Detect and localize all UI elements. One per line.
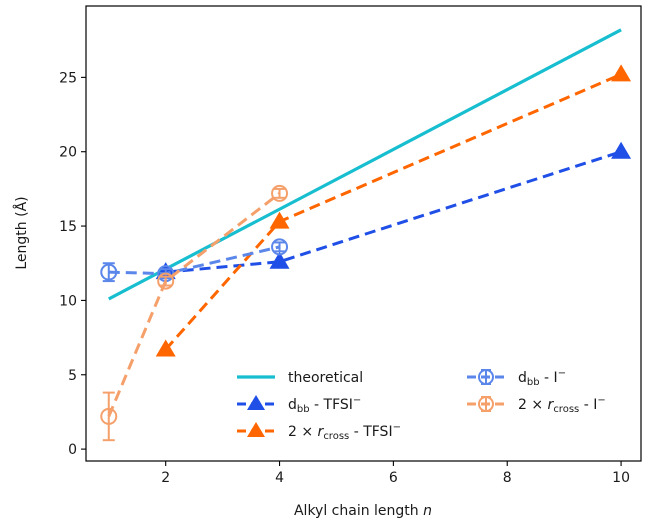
axes: 2 4 6 8 10 0 5 10 15 20 25 [59, 70, 630, 486]
svg-text:dbb - I−: dbb - I− [518, 368, 566, 388]
y-tick-label: 10 [59, 293, 77, 309]
legend: theoretical dbb - TFSI− 2 × rcross - TFS… [237, 368, 606, 442]
series-line [165, 150, 622, 274]
series-4 [100, 184, 289, 442]
y-tick-label: 15 [59, 219, 77, 235]
x-tick-label: 2 [161, 470, 170, 486]
legend-entry-rcross-tfsi: 2 × rcross - TFSI− [237, 422, 401, 442]
series-line [108, 28, 622, 301]
data-point [100, 407, 118, 425]
svg-text:theoretical: theoretical [288, 370, 363, 386]
x-axis-label: Alkyl chain length n [294, 503, 432, 519]
y-axis-label: Length (Å) [13, 196, 30, 269]
legend-entry-dbb-i: dbb - I− [467, 368, 566, 388]
svg-text:2 × rcross - TFSI−: 2 × rcross - TFSI− [288, 422, 401, 442]
series-line [164, 73, 622, 351]
data-point [269, 251, 290, 269]
x-tick-label: 10 [612, 470, 630, 486]
data-point [611, 64, 632, 82]
data-point [271, 184, 289, 202]
data-point [611, 141, 632, 159]
y-tick-label: 20 [59, 145, 77, 161]
series-line [108, 245, 280, 276]
series-2 [155, 64, 632, 357]
plot-frame [85, 5, 642, 462]
svg-text:2 × rcross - I−: 2 × rcross - I− [518, 395, 606, 415]
legend-entry-theoretical: theoretical [237, 370, 363, 386]
series-0 [108, 28, 622, 301]
legend-entry-dbb-tfsi: dbb - TFSI− [237, 395, 361, 415]
x-tick-label: 4 [275, 470, 284, 486]
data-point [269, 211, 290, 229]
data-point [271, 238, 289, 256]
y-tick-label: 25 [59, 70, 77, 86]
series-line [107, 192, 281, 417]
y-tick-label: 5 [68, 368, 77, 384]
plot-area [100, 28, 632, 442]
data-point [155, 339, 176, 357]
data-point [157, 272, 175, 290]
data-point [100, 263, 118, 281]
x-tick-label: 8 [503, 470, 512, 486]
y-tick-label: 0 [68, 442, 77, 458]
legend-entry-rcross-i: 2 × rcross - I− [467, 395, 606, 415]
svg-text:dbb - TFSI−: dbb - TFSI− [288, 395, 361, 415]
x-tick-label: 6 [389, 470, 398, 486]
